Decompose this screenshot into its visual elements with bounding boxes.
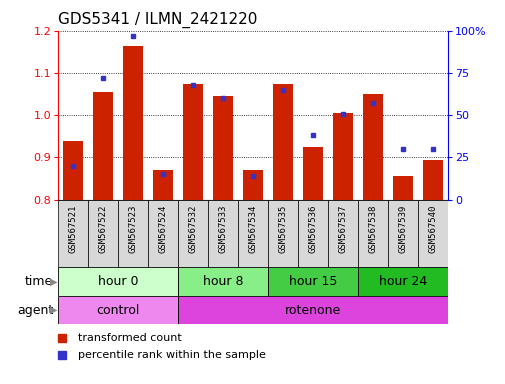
Bar <box>148 200 178 267</box>
Text: GSM567522: GSM567522 <box>98 205 108 253</box>
Bar <box>243 170 262 200</box>
Text: hour 15: hour 15 <box>288 275 336 288</box>
Bar <box>297 200 327 267</box>
Bar <box>422 161 442 200</box>
Text: GSM567537: GSM567537 <box>338 205 347 253</box>
Text: percentile rank within the sample: percentile rank within the sample <box>78 350 265 360</box>
Text: ▶: ▶ <box>49 305 57 315</box>
Text: GSM567521: GSM567521 <box>69 205 78 253</box>
Bar <box>357 267 447 296</box>
Text: hour 0: hour 0 <box>97 275 138 288</box>
Bar <box>88 200 118 267</box>
Bar <box>268 200 297 267</box>
Bar <box>118 200 148 267</box>
Bar <box>392 177 412 200</box>
Bar <box>178 267 268 296</box>
Text: GSM567523: GSM567523 <box>128 205 137 253</box>
Text: GSM567539: GSM567539 <box>397 205 407 253</box>
Text: ▶: ▶ <box>49 276 57 286</box>
Text: GSM567533: GSM567533 <box>218 205 227 253</box>
Bar <box>58 267 178 296</box>
Text: GSM567532: GSM567532 <box>188 205 197 253</box>
Bar <box>327 200 357 267</box>
Bar <box>237 200 268 267</box>
Bar <box>273 84 292 200</box>
Text: control: control <box>96 304 139 316</box>
Bar <box>58 200 88 267</box>
Bar <box>417 200 447 267</box>
Bar <box>153 170 173 200</box>
Bar <box>387 200 417 267</box>
Text: GSM567535: GSM567535 <box>278 205 287 253</box>
Bar <box>357 200 387 267</box>
Bar <box>58 296 178 324</box>
Bar <box>178 296 447 324</box>
Text: agent: agent <box>17 304 53 316</box>
Text: rotenone: rotenone <box>284 304 340 316</box>
Bar <box>363 94 382 200</box>
Bar <box>183 84 203 200</box>
Bar <box>268 267 357 296</box>
Text: GDS5341 / ILMN_2421220: GDS5341 / ILMN_2421220 <box>58 12 257 28</box>
Text: transformed count: transformed count <box>78 333 181 343</box>
Text: hour 8: hour 8 <box>203 275 243 288</box>
Bar <box>302 147 322 200</box>
Bar <box>213 96 232 200</box>
Text: GSM567524: GSM567524 <box>158 205 167 253</box>
Bar <box>178 200 208 267</box>
Text: GSM567538: GSM567538 <box>368 205 377 253</box>
Bar <box>93 92 113 200</box>
Text: GSM567540: GSM567540 <box>427 205 436 253</box>
Bar <box>332 113 352 200</box>
Text: GSM567536: GSM567536 <box>308 205 317 253</box>
Bar <box>63 141 83 200</box>
Text: time: time <box>25 275 53 288</box>
Bar <box>123 45 142 200</box>
Text: GSM567534: GSM567534 <box>248 205 257 253</box>
Bar <box>208 200 237 267</box>
Text: hour 24: hour 24 <box>378 275 426 288</box>
